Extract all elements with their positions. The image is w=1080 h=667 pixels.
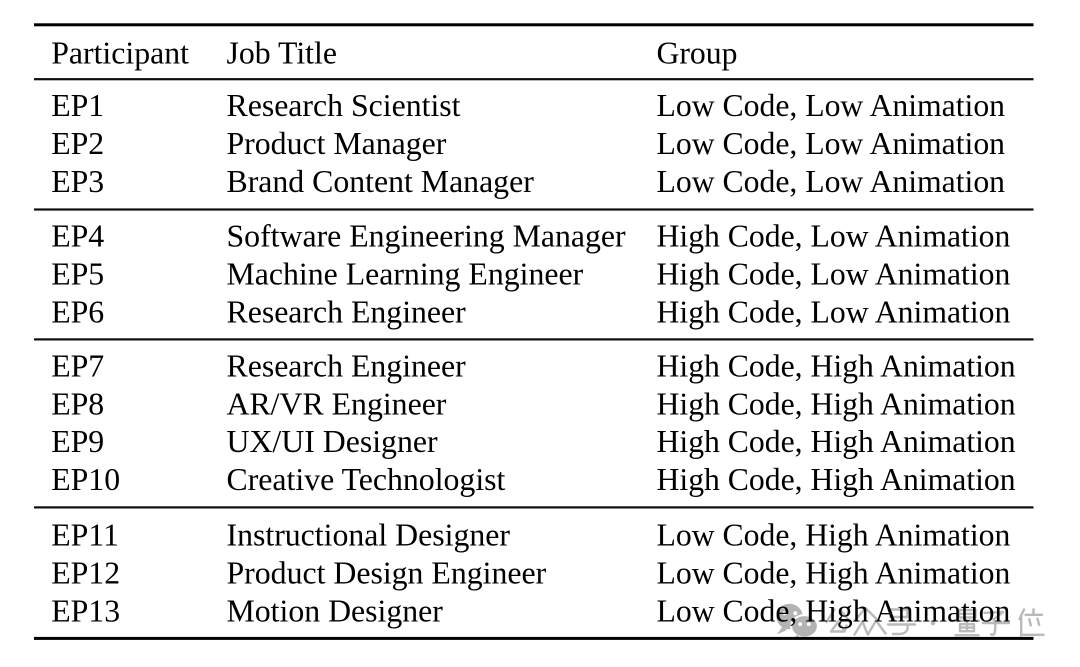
svg-text:High Code, High Animation: High Code, High Animation [657, 462, 1016, 497]
svg-text:Research Scientist: Research Scientist [227, 88, 461, 123]
svg-text:EP2: EP2 [51, 126, 104, 161]
svg-text:Product Manager: Product Manager [227, 126, 447, 161]
svg-text:High Code, Low Animation: High Code, Low Animation [657, 294, 1011, 329]
svg-text:EP11: EP11 [51, 518, 119, 553]
svg-text:Low Code, High Animation: Low Code, High Animation [657, 518, 1011, 553]
svg-text:Group: Group [657, 36, 738, 71]
svg-text:Low Code, Low Animation: Low Code, Low Animation [657, 164, 1006, 199]
svg-text:UX/UI Designer: UX/UI Designer [227, 424, 438, 459]
svg-text:High Code, High Animation: High Code, High Animation [657, 424, 1016, 459]
svg-text:EP13: EP13 [51, 593, 120, 628]
svg-text:High Code, High Animation: High Code, High Animation [657, 386, 1016, 421]
svg-text:Brand Content Manager: Brand Content Manager [227, 164, 535, 199]
svg-text:High Code, High Animation: High Code, High Animation [657, 349, 1016, 384]
svg-text:Software Engineering Manager: Software Engineering Manager [227, 218, 626, 253]
svg-text:EP4: EP4 [51, 218, 104, 253]
svg-text:Product Design Engineer: Product Design Engineer [227, 555, 547, 590]
svg-text:EP1: EP1 [51, 88, 104, 123]
svg-text:Research Engineer: Research Engineer [227, 294, 467, 329]
svg-text:EP12: EP12 [51, 555, 120, 590]
svg-text:Creative Technologist: Creative Technologist [227, 462, 506, 497]
svg-text:Low Code, High Animation: Low Code, High Animation [657, 555, 1011, 590]
svg-text:Job Title: Job Title [227, 36, 337, 71]
svg-text:Machine Learning Engineer: Machine Learning Engineer [227, 256, 584, 291]
svg-text:Research Engineer: Research Engineer [227, 349, 467, 384]
svg-text:EP7: EP7 [51, 349, 104, 384]
svg-text:EP8: EP8 [51, 386, 104, 421]
svg-text:EP10: EP10 [51, 462, 120, 497]
svg-text:Low Code, Low Animation: Low Code, Low Animation [657, 126, 1006, 161]
svg-text:Motion Designer: Motion Designer [227, 593, 444, 628]
svg-text:Low Code, High Animation: Low Code, High Animation [657, 593, 1011, 628]
svg-text:AR/VR Engineer: AR/VR Engineer [227, 386, 447, 421]
svg-text:EP6: EP6 [51, 294, 104, 329]
svg-text:EP3: EP3 [51, 164, 104, 199]
svg-text:High Code, Low Animation: High Code, Low Animation [657, 218, 1011, 253]
svg-text:EP5: EP5 [51, 256, 104, 291]
svg-text:High Code, Low Animation: High Code, Low Animation [657, 256, 1011, 291]
svg-text:Instructional Designer: Instructional Designer [227, 518, 511, 553]
svg-text:Participant: Participant [51, 36, 189, 71]
svg-text:Low Code, Low Animation: Low Code, Low Animation [657, 88, 1006, 123]
svg-text:EP9: EP9 [51, 424, 104, 459]
